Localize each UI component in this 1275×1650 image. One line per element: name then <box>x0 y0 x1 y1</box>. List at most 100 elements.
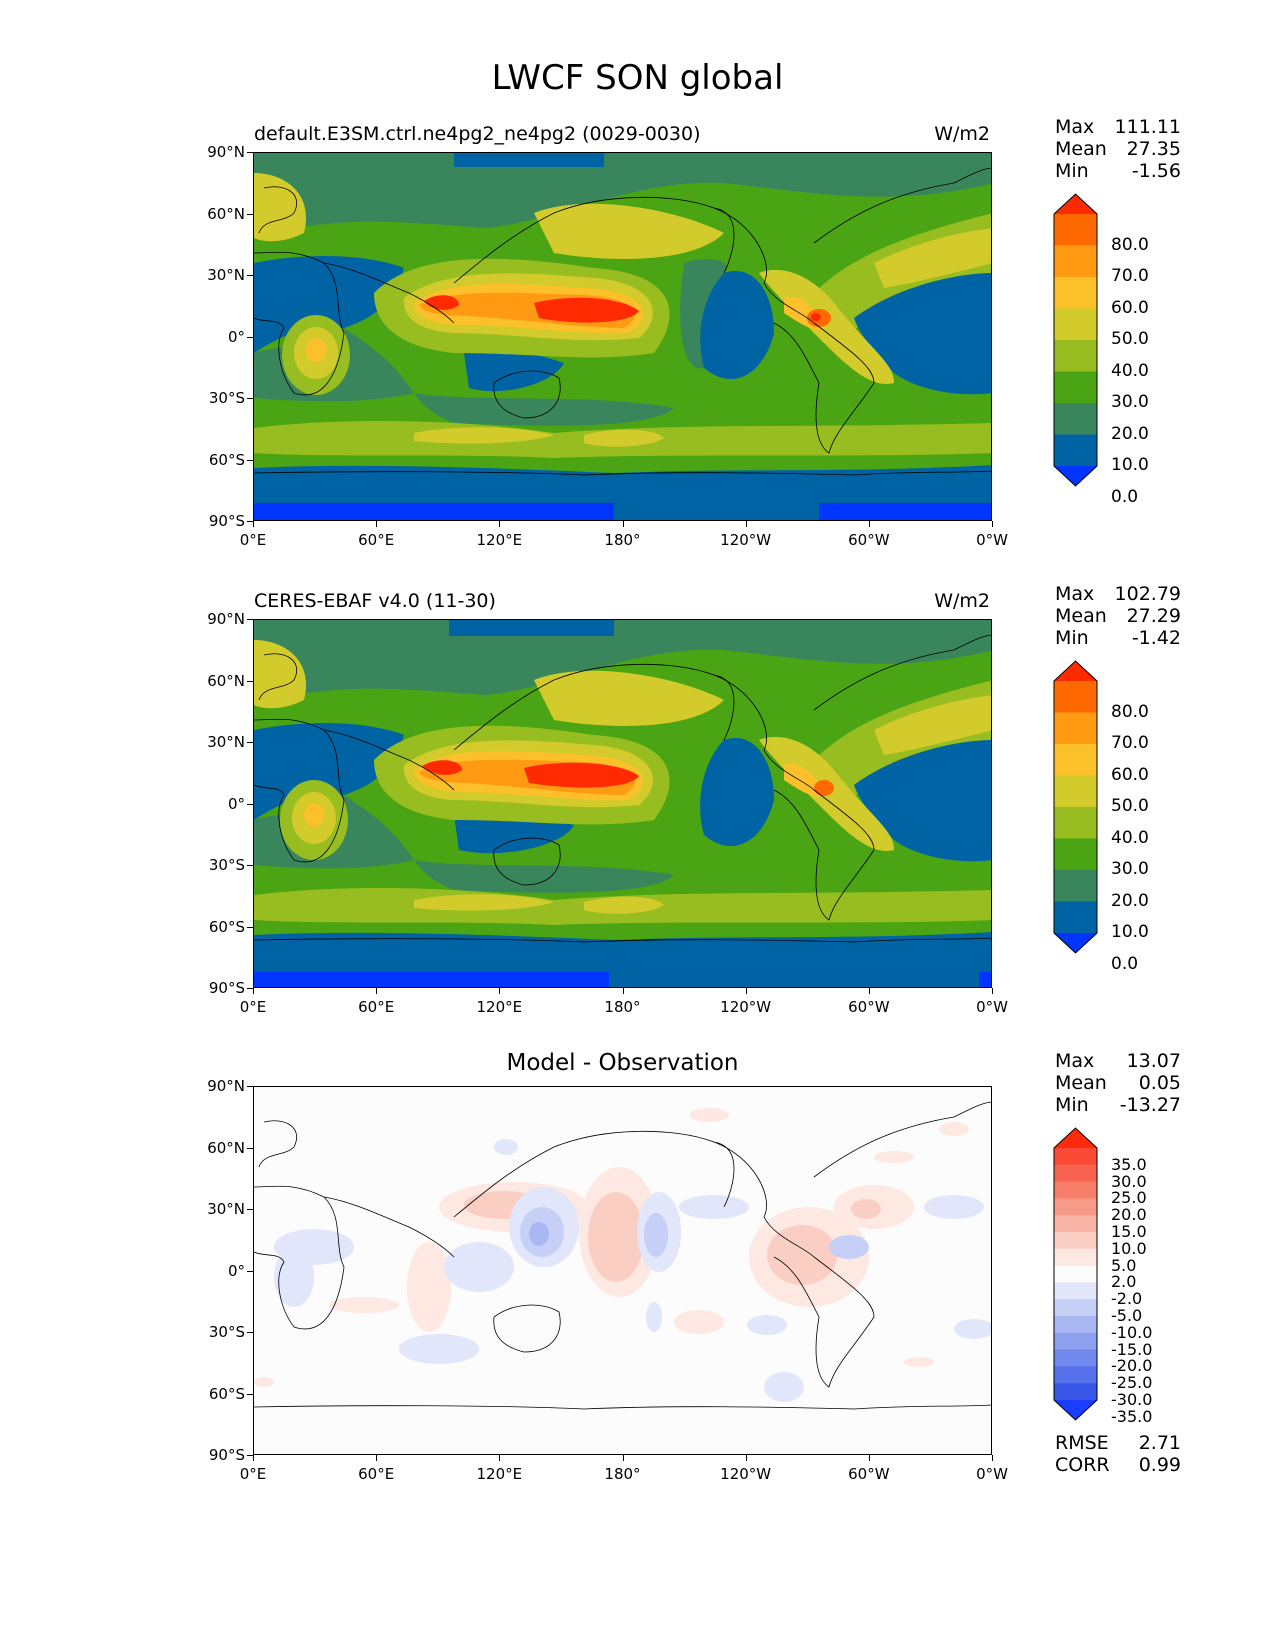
colorbar-segment <box>1054 1232 1097 1250</box>
lon-tick-label: 120°E <box>476 1465 523 1483</box>
stats-label: Max <box>1055 583 1095 605</box>
lon-tick-mark <box>499 988 501 994</box>
colorbar-tick-label: 10.0 <box>1111 922 1149 942</box>
lat-tick-mark <box>247 1270 253 1272</box>
stats-row: Max 13.07 <box>1055 1050 1181 1072</box>
lon-tick-mark <box>868 1455 870 1461</box>
lat-tick-label: 60°N <box>207 671 245 690</box>
lon-tick-mark <box>868 988 870 994</box>
colorbar-tick-label: -35.0 <box>1111 1406 1153 1426</box>
lat-tick-mark <box>247 865 253 866</box>
colorbar-tick-label: 60.0 <box>1111 764 1149 785</box>
lon-tick-mark <box>992 1455 993 1461</box>
stats-value: 111.11 <box>1114 116 1181 138</box>
stats-label: Max <box>1055 116 1095 138</box>
colorbar-tick-label: 70.0 <box>1111 733 1149 753</box>
lat-tick-mark <box>247 803 253 805</box>
lon-tick-mark <box>745 1455 747 1461</box>
colorbar-segment <box>1054 340 1097 372</box>
colorbar-segment <box>1054 1349 1097 1367</box>
test-map-svg <box>254 153 991 520</box>
stats-value: -1.56 <box>1131 160 1181 182</box>
colorbar-tick-label: 10.0 <box>1111 455 1149 475</box>
colorbar-extend-min <box>1054 466 1097 486</box>
lat-tick-mark <box>247 213 253 215</box>
lon-tick-label: 60°W <box>848 531 890 549</box>
colorbar-tick-label: -30.0 <box>1111 1390 1153 1409</box>
stats-value: -13.27 <box>1119 1094 1181 1116</box>
lon-tick-label: 120°W <box>720 531 772 549</box>
colorbar-tick-label: 15.0 <box>1111 1222 1147 1241</box>
colorbar-tick-label: 40.0 <box>1111 827 1149 848</box>
lat-tick-label: 30°N <box>207 1200 245 1218</box>
lon-tick-label: 60°W <box>848 1465 890 1483</box>
stats-row: Min -1.42 <box>1055 627 1181 649</box>
colorbar-tick-label: 2.0 <box>1111 1272 1137 1292</box>
lat-tick-mark <box>247 1086 253 1087</box>
stats-value: 27.29 <box>1126 605 1181 627</box>
lat-tick-mark <box>247 1455 253 1456</box>
colorbar-segment <box>1054 1215 1097 1233</box>
colorbar-tick-label: -10.0 <box>1111 1322 1153 1342</box>
lat-tick-label: 60°N <box>207 204 245 223</box>
colorbar-segment <box>1054 838 1097 871</box>
stats-value: 102.79 <box>1114 583 1181 605</box>
lon-tick-mark <box>992 988 993 994</box>
panel-difference-map <box>253 1086 992 1455</box>
lat-tick-label: 90°N <box>207 610 245 628</box>
colorbar-tick-label: 30.0 <box>1111 1171 1147 1191</box>
lat-tick-label: 30°S <box>208 1323 245 1341</box>
colorbar <box>1053 660 1098 954</box>
lon-tick-mark <box>376 988 378 994</box>
metric-value: 0.99 <box>1138 1454 1181 1476</box>
lat-tick-mark <box>247 619 253 620</box>
lat-tick-label: 90°N <box>207 1077 245 1095</box>
lat-tick-mark <box>247 521 253 522</box>
colorbar-segment <box>1054 371 1097 404</box>
lat-tick-mark <box>247 336 253 338</box>
lat-tick-label: 90°N <box>207 143 245 161</box>
colorbar-tick-label: 20.0 <box>1111 423 1149 444</box>
colorbar-segment <box>1054 1383 1097 1401</box>
colorbar-tick-label: -2.0 <box>1111 1289 1143 1309</box>
lat-tick-mark <box>247 1393 253 1395</box>
lat-tick-mark <box>247 1147 253 1149</box>
colorbar-tick-label: 10.0 <box>1111 1238 1147 1258</box>
colorbar-segment <box>1054 245 1097 278</box>
panel-difference-title: Model - Observation <box>506 1050 739 1076</box>
stats-label: Mean <box>1055 605 1107 627</box>
lat-tick-mark <box>247 742 253 743</box>
colorbar-tick-label: 20.0 <box>1111 1205 1147 1225</box>
lon-tick-mark <box>868 521 870 527</box>
colorbar-tick-label: 60.0 <box>1111 297 1149 318</box>
lon-tick-mark <box>622 1455 624 1461</box>
colorbar-segment <box>1054 1198 1097 1216</box>
lat-tick-mark <box>247 1332 253 1333</box>
lon-tick-label: 0°E <box>239 531 267 549</box>
lon-tick-mark <box>622 521 624 527</box>
colorbar-tick-label: 0.0 <box>1111 953 1139 974</box>
lon-tick-mark <box>745 521 747 527</box>
lat-tick-mark <box>247 1209 253 1210</box>
lat-tick-label: 30°N <box>207 733 245 751</box>
colorbar <box>1053 193 1098 487</box>
colorbar-segment <box>1054 434 1097 467</box>
panel-test-units: W/m2 <box>934 123 990 145</box>
colorbar-outline <box>1053 1127 1098 1421</box>
lat-tick-mark <box>247 152 253 153</box>
colorbar-extend-max <box>1054 1128 1097 1148</box>
lon-tick-label: 60°W <box>848 998 890 1016</box>
lon-tick-mark <box>376 1455 378 1461</box>
colorbar-segment <box>1054 1181 1097 1199</box>
stats-label: Min <box>1055 627 1089 649</box>
stats-row: Mean 27.35 <box>1055 138 1181 160</box>
lon-tick-mark <box>499 1455 501 1461</box>
stats-label: Min <box>1055 160 1089 182</box>
stats-row: Min -13.27 <box>1055 1094 1181 1116</box>
colorbar-tick-label: -15.0 <box>1111 1339 1153 1359</box>
lon-tick-label: 180° <box>604 1465 641 1483</box>
reference-map-svg <box>254 620 991 987</box>
colorbar-extend-max <box>1054 194 1097 214</box>
colorbar-outline <box>1053 660 1098 954</box>
lat-tick-mark <box>247 398 253 399</box>
